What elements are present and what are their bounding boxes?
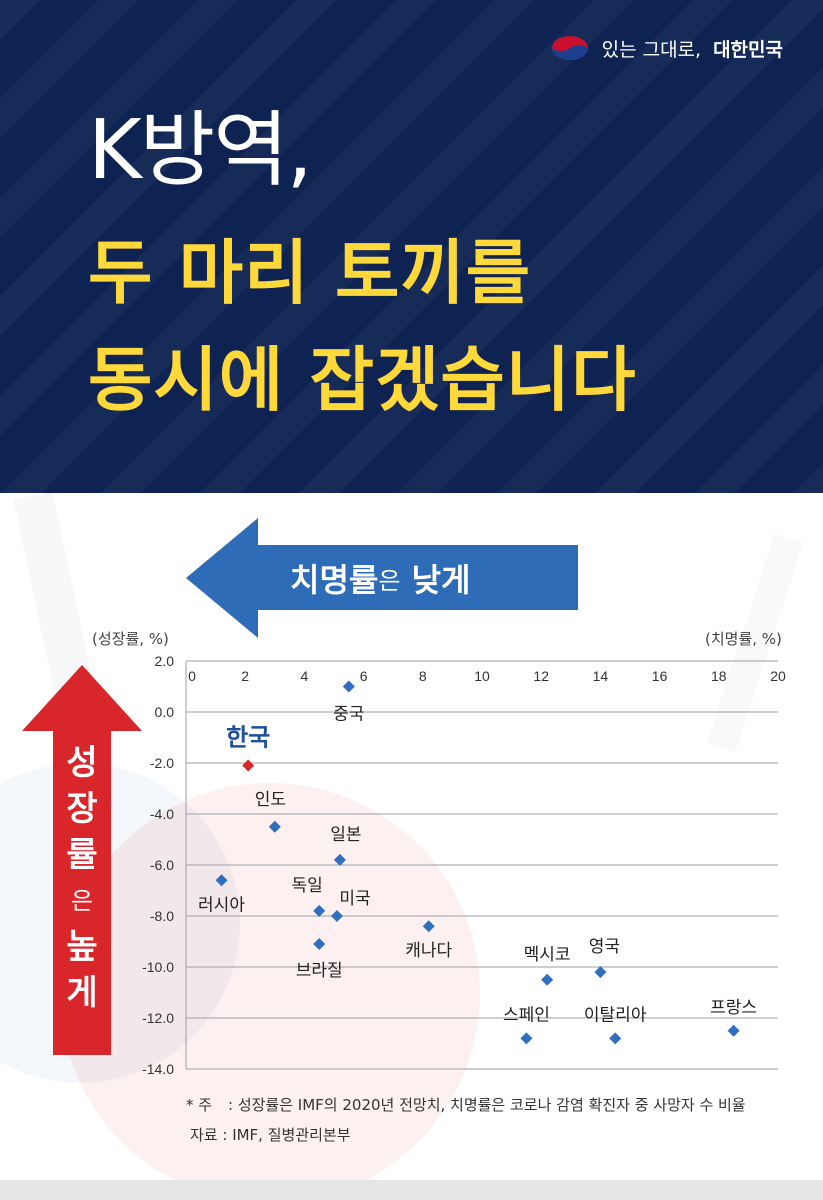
growth-char-3: 률	[66, 835, 98, 875]
x-tick-label: 20	[770, 668, 786, 684]
x-tick-label: 6	[360, 668, 368, 684]
brand-tagline: 있는 그대로,	[601, 38, 702, 61]
data-point-marker	[215, 874, 228, 887]
data-point-marker	[313, 938, 326, 951]
data-point-label: 이탈리아	[584, 1005, 647, 1025]
data-point-label: 인도	[255, 790, 286, 810]
x-tick-label: 12	[533, 668, 549, 684]
data-point-marker	[520, 1032, 533, 1045]
x-tick-label: 18	[711, 668, 727, 684]
x-tick-label: 8	[419, 668, 427, 684]
data-point-label: 독일	[292, 876, 323, 896]
x-axis-label: (치명률, %)	[705, 630, 782, 648]
data-point-label: 영국	[589, 937, 620, 957]
arrow-up-icon	[22, 665, 142, 1055]
footnote-key: * 주	[186, 1096, 213, 1114]
x-tick-label: 0	[188, 668, 196, 684]
data-point-marker	[609, 1032, 622, 1045]
data-point-label: 한국	[226, 724, 270, 752]
fatality-arrow-label: 치명률 은 낮게	[290, 553, 550, 603]
taegeuk-logo-icon	[551, 36, 588, 60]
data-point-label: 미국	[339, 889, 370, 909]
data-point-label: 브라질	[296, 961, 343, 981]
y-tick-label: -12.0	[142, 1010, 174, 1026]
growth-char-1: 성	[66, 743, 98, 783]
brand-name: 대한민국	[713, 38, 783, 61]
data-point-marker	[313, 904, 326, 917]
data-point-label: 중국	[333, 705, 364, 725]
data-point-label: 멕시코	[524, 945, 571, 965]
data-point-marker	[727, 1024, 740, 1037]
data-point-label: 일본	[330, 825, 361, 845]
growth-particle: 은	[70, 887, 94, 915]
data-point-marker	[330, 910, 343, 922]
y-tick-label: -2.0	[150, 755, 174, 771]
footnote-text: : 성장률은 IMF의 2020년 전망치, 치명률은 코로나 감염 확진자 중…	[228, 1096, 746, 1114]
growth-char-2: 장	[66, 789, 98, 829]
data-point-marker	[342, 680, 355, 693]
y-tick-label: -8.0	[150, 908, 174, 924]
title-line-2: 두 마리 토끼를	[88, 232, 532, 314]
header-stripes	[0, 0, 823, 493]
x-tick-label: 2	[241, 668, 249, 684]
x-tick-label: 14	[593, 668, 609, 684]
title-line-1: K방역,	[88, 103, 313, 198]
source-text: 자료 : IMF, 질병관리본부	[190, 1126, 351, 1144]
y-axis-label: (성장률, %)	[92, 630, 169, 648]
data-point-label: 스페인	[503, 1005, 550, 1025]
bottom-bar	[0, 1180, 823, 1200]
data-point-marker	[268, 820, 281, 833]
y-tick-label: 2.0	[155, 653, 175, 669]
data-point-label: 프랑스	[710, 998, 757, 1018]
data-point-marker	[422, 920, 435, 933]
y-tick-label: -4.0	[150, 806, 174, 822]
data-point-marker	[242, 759, 255, 772]
data-point-marker	[333, 853, 346, 866]
growth-tail-2: 게	[66, 973, 98, 1013]
y-tick-label: -6.0	[150, 857, 174, 873]
data-point-label: 캐나다	[405, 941, 452, 961]
x-tick-label: 4	[301, 668, 309, 684]
y-tick-label: 0.0	[155, 704, 175, 720]
x-tick-label: 10	[474, 668, 490, 684]
growth-tail-1: 높	[66, 927, 98, 967]
data-point-marker	[594, 966, 607, 979]
header-banner: 있는 그대로, 대한민국 K방역, 두 마리 토끼를 동시에 잡겠습니다	[0, 0, 823, 493]
fatality-tail: 낮게	[400, 561, 471, 599]
growth-arrow-label: 성 장 률 은 높 게	[54, 740, 110, 1016]
y-tick-label: -14.0	[142, 1061, 174, 1077]
title-line-3: 동시에 잡겠습니다	[88, 339, 637, 421]
arrow-left-icon	[186, 518, 578, 638]
x-tick-label: 16	[652, 668, 668, 684]
data-point-label: 러시아	[198, 895, 245, 915]
y-tick-label: -10.0	[142, 959, 174, 975]
brand: 있는 그대로, 대한민국	[550, 34, 783, 62]
data-point-marker	[541, 973, 554, 986]
fatality-word: 치명률	[290, 561, 379, 599]
fatality-particle: 은	[378, 566, 401, 595]
